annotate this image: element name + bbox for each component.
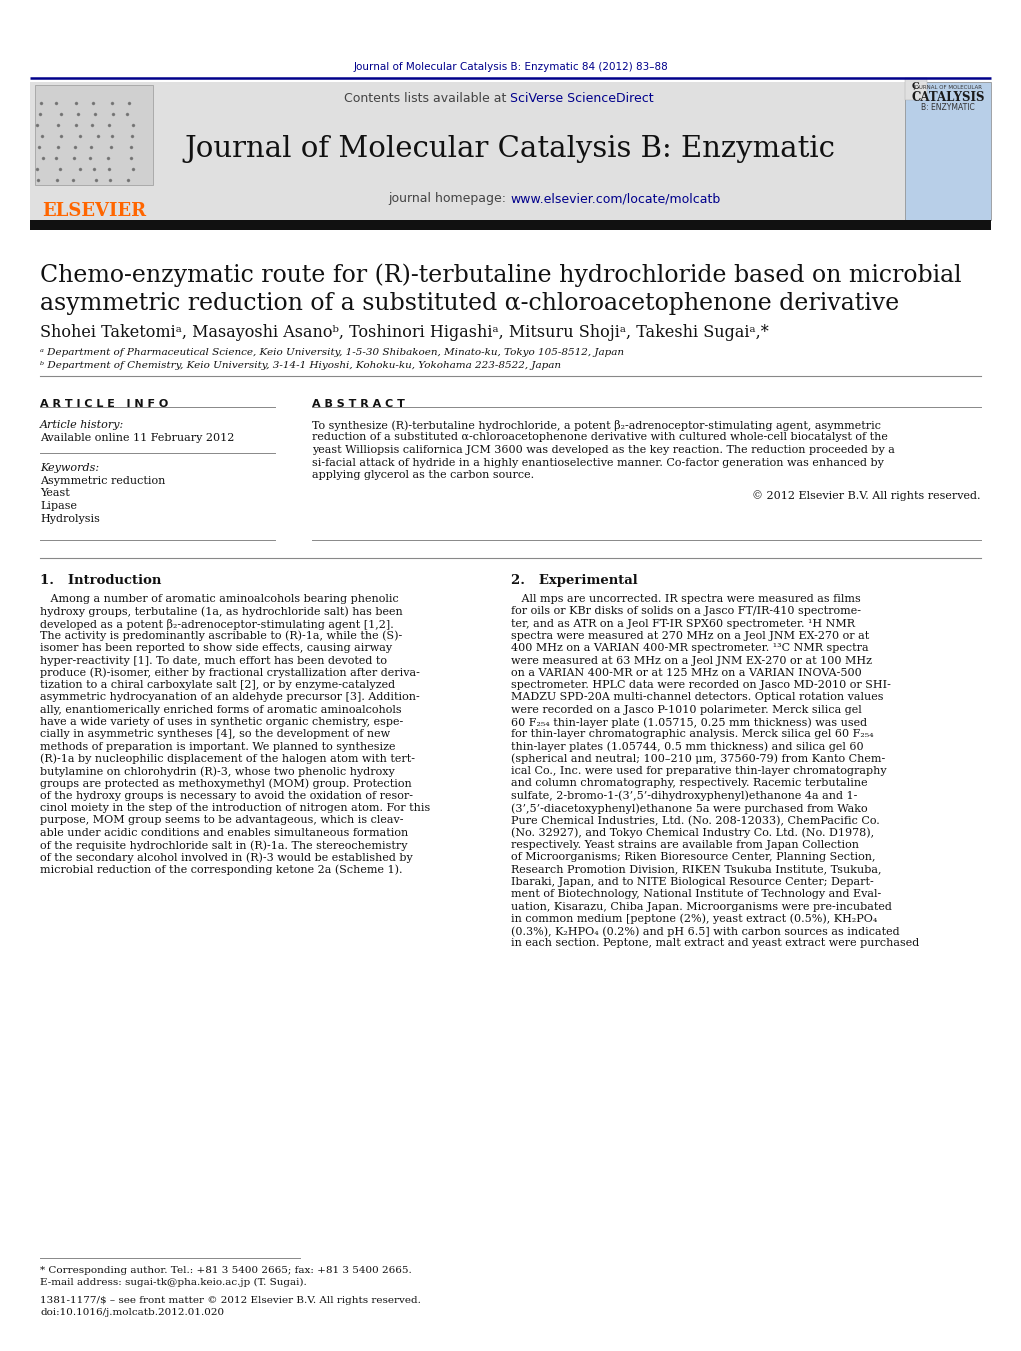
Text: Ibaraki, Japan, and to NITE Biological Resource Center; Depart-: Ibaraki, Japan, and to NITE Biological R… xyxy=(510,877,874,886)
Text: ELSEVIER: ELSEVIER xyxy=(42,203,146,220)
Text: Pure Chemical Industries, Ltd. (No. 208-12033), ChemPacific Co.: Pure Chemical Industries, Ltd. (No. 208-… xyxy=(510,816,880,825)
Text: were measured at 63 MHz on a Jeol JNM EX-270 or at 100 MHz: were measured at 63 MHz on a Jeol JNM EX… xyxy=(510,655,872,666)
Text: E-mail address: sugai-tk@pha.keio.ac.jp (T. Sugai).: E-mail address: sugai-tk@pha.keio.ac.jp … xyxy=(40,1278,306,1288)
Text: sulfate, 2-bromo-1-(3’,5’-dihydroxyphenyl)ethanone 4a and 1-: sulfate, 2-bromo-1-(3’,5’-dihydroxypheny… xyxy=(510,790,858,801)
Text: (No. 32927), and Tokyo Chemical Industry Co. Ltd. (No. D1978),: (No. 32927), and Tokyo Chemical Industry… xyxy=(510,828,874,838)
Text: were recorded on a Jasco P-1010 polarimeter. Merck silica gel: were recorded on a Jasco P-1010 polarime… xyxy=(510,705,862,715)
Text: of Microorganisms; Riken Bioresource Center, Planning Section,: of Microorganisms; Riken Bioresource Cen… xyxy=(510,852,875,862)
Text: ment of Biotechnology, National Institute of Technology and Eval-: ment of Biotechnology, National Institut… xyxy=(510,889,881,900)
Text: able under acidic conditions and enables simultaneous formation: able under acidic conditions and enables… xyxy=(40,828,408,838)
Text: on a VARIAN 400-MR or at 125 MHz on a VARIAN INOVA-500: on a VARIAN 400-MR or at 125 MHz on a VA… xyxy=(510,667,862,678)
Text: applying glycerol as the carbon source.: applying glycerol as the carbon source. xyxy=(312,470,534,480)
Text: cinol moiety in the step of the introduction of nitrogen atom. For this: cinol moiety in the step of the introduc… xyxy=(40,802,430,813)
Text: 400 MHz on a VARIAN 400-MR spectrometer. ¹³C NMR spectra: 400 MHz on a VARIAN 400-MR spectrometer.… xyxy=(510,643,869,653)
Text: spectra were measured at 270 MHz on a Jeol JNM EX-270 or at: spectra were measured at 270 MHz on a Je… xyxy=(510,631,869,640)
Text: have a wide variety of uses in synthetic organic chemistry, espe-: have a wide variety of uses in synthetic… xyxy=(40,717,403,727)
Text: The activity is predominantly ascribable to (R)-1a, while the (S)-: The activity is predominantly ascribable… xyxy=(40,631,402,642)
Text: (spherical and neutral; 100–210 μm, 37560-79) from Kanto Chem-: (spherical and neutral; 100–210 μm, 3756… xyxy=(510,754,885,765)
Bar xyxy=(905,78,927,100)
Text: 1.   Introduction: 1. Introduction xyxy=(40,574,161,586)
Text: Article history:: Article history: xyxy=(40,420,125,430)
Text: uation, Kisarazu, Chiba Japan. Microorganisms were pre-incubated: uation, Kisarazu, Chiba Japan. Microorga… xyxy=(510,901,892,912)
Text: of the secondary alcohol involved in (R)-3 would be established by: of the secondary alcohol involved in (R)… xyxy=(40,852,412,863)
Text: ᵇ Department of Chemistry, Keio University, 3-14-1 Hiyoshi, Kohoku-ku, Yokohama : ᵇ Department of Chemistry, Keio Universi… xyxy=(40,361,561,370)
Text: isomer has been reported to show side effects, causing airway: isomer has been reported to show side ef… xyxy=(40,643,392,653)
Text: Contents lists available at: Contents lists available at xyxy=(344,92,510,105)
Text: (3’,5’-diacetoxyphenyl)ethanone 5a were purchased from Wako: (3’,5’-diacetoxyphenyl)ethanone 5a were … xyxy=(510,802,868,813)
Text: respectively. Yeast strains are available from Japan Collection: respectively. Yeast strains are availabl… xyxy=(510,840,859,850)
Text: * Corresponding author. Tel.: +81 3 5400 2665; fax: +81 3 5400 2665.: * Corresponding author. Tel.: +81 3 5400… xyxy=(40,1266,411,1275)
Text: cially in asymmetric syntheses [4], so the development of new: cially in asymmetric syntheses [4], so t… xyxy=(40,730,390,739)
Text: SciVerse ScienceDirect: SciVerse ScienceDirect xyxy=(510,92,653,105)
Text: (R)-1a by nucleophilic displacement of the halogen atom with tert-: (R)-1a by nucleophilic displacement of t… xyxy=(40,754,415,765)
Text: reduction of a substituted α-chloroacetophenone derivative with cultured whole-c: reduction of a substituted α-chloroaceto… xyxy=(312,432,888,443)
Text: purpose, MOM group seems to be advantageous, which is cleav-: purpose, MOM group seems to be advantage… xyxy=(40,816,403,825)
Text: Hydrolysis: Hydrolysis xyxy=(40,513,100,523)
Text: Journal of Molecular Catalysis B: Enzymatic: Journal of Molecular Catalysis B: Enzyma… xyxy=(185,135,835,163)
Text: 1381-1177/$ – see front matter © 2012 Elsevier B.V. All rights reserved.: 1381-1177/$ – see front matter © 2012 El… xyxy=(40,1296,421,1305)
Text: A B S T R A C T: A B S T R A C T xyxy=(312,399,405,409)
Text: JOURNAL OF MOLECULAR: JOURNAL OF MOLECULAR xyxy=(914,85,982,91)
Text: produce (R)-isomer, either by fractional crystallization after deriva-: produce (R)-isomer, either by fractional… xyxy=(40,667,420,678)
Text: hyper-reactivity [1]. To date, much effort has been devoted to: hyper-reactivity [1]. To date, much effo… xyxy=(40,655,387,666)
Text: © 2012 Elsevier B.V. All rights reserved.: © 2012 Elsevier B.V. All rights reserved… xyxy=(752,490,981,501)
Text: www.elsevier.com/locate/molcatb: www.elsevier.com/locate/molcatb xyxy=(510,192,720,205)
Text: Research Promotion Division, RIKEN Tsukuba Institute, Tsukuba,: Research Promotion Division, RIKEN Tsuku… xyxy=(510,865,881,874)
Text: tization to a chiral carboxylate salt [2], or by enzyme-catalyzed: tization to a chiral carboxylate salt [2… xyxy=(40,680,395,690)
Bar xyxy=(30,82,991,220)
Text: doi:10.1016/j.molcatb.2012.01.020: doi:10.1016/j.molcatb.2012.01.020 xyxy=(40,1308,225,1317)
Text: Journal of Molecular Catalysis B: Enzymatic 84 (2012) 83–88: Journal of Molecular Catalysis B: Enzyma… xyxy=(353,62,669,72)
Text: CATALYSIS: CATALYSIS xyxy=(912,91,984,104)
Text: A R T I C L E   I N F O: A R T I C L E I N F O xyxy=(40,399,168,409)
Bar xyxy=(30,220,991,230)
Text: si-facial attack of hydride in a highly enantioselective manner. Co-factor gener: si-facial attack of hydride in a highly … xyxy=(312,458,884,467)
Text: butylamine on chlorohydrin (R)-3, whose two phenolic hydroxy: butylamine on chlorohydrin (R)-3, whose … xyxy=(40,766,395,777)
Text: Chemo-enzymatic route for (R)-terbutaline hydrochloride based on microbial: Chemo-enzymatic route for (R)-terbutalin… xyxy=(40,263,962,286)
Text: ᵃ Department of Pharmaceutical Science, Keio University, 1-5-30 Shibakoen, Minat: ᵃ Department of Pharmaceutical Science, … xyxy=(40,349,624,357)
Text: All mps are uncorrected. IR spectra were measured as films: All mps are uncorrected. IR spectra were… xyxy=(510,594,861,604)
Bar xyxy=(905,82,991,220)
Text: B: ENZYMATIC: B: ENZYMATIC xyxy=(921,103,975,112)
Bar xyxy=(35,85,153,185)
Text: thin-layer plates (1.05744, 0.5 mm thickness) and silica gel 60: thin-layer plates (1.05744, 0.5 mm thick… xyxy=(510,742,864,753)
Text: yeast Williopsis californica JCM 3600 was developed as the key reaction. The red: yeast Williopsis californica JCM 3600 wa… xyxy=(312,444,894,455)
Text: ally, enantiomerically enriched forms of aromatic aminoalcohols: ally, enantiomerically enriched forms of… xyxy=(40,705,401,715)
Text: asymmetric reduction of a substituted α-chloroacetophenone derivative: asymmetric reduction of a substituted α-… xyxy=(40,292,900,315)
Text: microbial reduction of the corresponding ketone 2a (Scheme 1).: microbial reduction of the corresponding… xyxy=(40,865,402,875)
Text: of the hydroxy groups is necessary to avoid the oxidation of resor-: of the hydroxy groups is necessary to av… xyxy=(40,790,414,801)
Text: spectrometer. HPLC data were recorded on Jasco MD-2010 or SHI-: spectrometer. HPLC data were recorded on… xyxy=(510,680,891,690)
Text: Asymmetric reduction: Asymmetric reduction xyxy=(40,476,165,486)
Text: groups are protected as methoxymethyl (MOM) group. Protection: groups are protected as methoxymethyl (M… xyxy=(40,778,411,789)
Text: methods of preparation is important. We planned to synthesize: methods of preparation is important. We … xyxy=(40,742,395,751)
Text: ical Co., Inc. were used for preparative thin-layer chromatography: ical Co., Inc. were used for preparative… xyxy=(510,766,886,777)
Text: Available online 11 February 2012: Available online 11 February 2012 xyxy=(40,434,235,443)
Text: and column chromatography, respectively. Racemic terbutaline: and column chromatography, respectively.… xyxy=(510,778,868,789)
Text: of the requisite hydrochloride salt in (R)-1a. The stereochemistry: of the requisite hydrochloride salt in (… xyxy=(40,840,407,851)
Text: C: C xyxy=(912,82,920,91)
Text: developed as a potent β₂-adrenoceptor-stimulating agent [1,2].: developed as a potent β₂-adrenoceptor-st… xyxy=(40,619,394,630)
Text: Lipase: Lipase xyxy=(40,501,77,511)
Text: for thin-layer chromatographic analysis. Merck silica gel 60 F₂₅₄: for thin-layer chromatographic analysis.… xyxy=(510,730,874,739)
Text: hydroxy groups, terbutaline (1a, as hydrochloride salt) has been: hydroxy groups, terbutaline (1a, as hydr… xyxy=(40,607,402,617)
Text: 2.   Experimental: 2. Experimental xyxy=(510,574,638,586)
Text: To synthesize (R)-terbutaline hydrochloride, a potent β₂-adrenoceptor-stimulatin: To synthesize (R)-terbutaline hydrochlor… xyxy=(312,420,881,431)
Text: ter, and as ATR on a Jeol FT-IR SPX60 spectrometer. ¹H NMR: ter, and as ATR on a Jeol FT-IR SPX60 sp… xyxy=(510,619,855,628)
Text: (0.3%), K₂HPO₄ (0.2%) and pH 6.5] with carbon sources as indicated: (0.3%), K₂HPO₄ (0.2%) and pH 6.5] with c… xyxy=(510,925,900,936)
Text: Shohei Taketomiᵃ, Masayoshi Asanoᵇ, Toshinori Higashiᵃ, Mitsuru Shojiᵃ, Takeshi : Shohei Taketomiᵃ, Masayoshi Asanoᵇ, Tosh… xyxy=(40,324,769,340)
Text: asymmetric hydrocyanation of an aldehyde precursor [3]. Addition-: asymmetric hydrocyanation of an aldehyde… xyxy=(40,693,420,703)
Text: Among a number of aromatic aminoalcohols bearing phenolic: Among a number of aromatic aminoalcohols… xyxy=(40,594,399,604)
Text: for oils or KBr disks of solids on a Jasco FT/IR-410 spectrome-: for oils or KBr disks of solids on a Jas… xyxy=(510,607,861,616)
Text: in each section. Peptone, malt extract and yeast extract were purchased: in each section. Peptone, malt extract a… xyxy=(510,939,919,948)
Text: 60 F₂₅₄ thin-layer plate (1.05715, 0.25 mm thickness) was used: 60 F₂₅₄ thin-layer plate (1.05715, 0.25 … xyxy=(510,717,867,728)
Text: journal homepage:: journal homepage: xyxy=(388,192,510,205)
Text: Yeast: Yeast xyxy=(40,489,69,499)
Text: Keywords:: Keywords: xyxy=(40,463,99,473)
Text: MADZU SPD-20A multi-channel detectors. Optical rotation values: MADZU SPD-20A multi-channel detectors. O… xyxy=(510,693,883,703)
Bar xyxy=(30,82,160,220)
Text: in common medium [peptone (2%), yeast extract (0.5%), KH₂PO₄: in common medium [peptone (2%), yeast ex… xyxy=(510,913,877,924)
